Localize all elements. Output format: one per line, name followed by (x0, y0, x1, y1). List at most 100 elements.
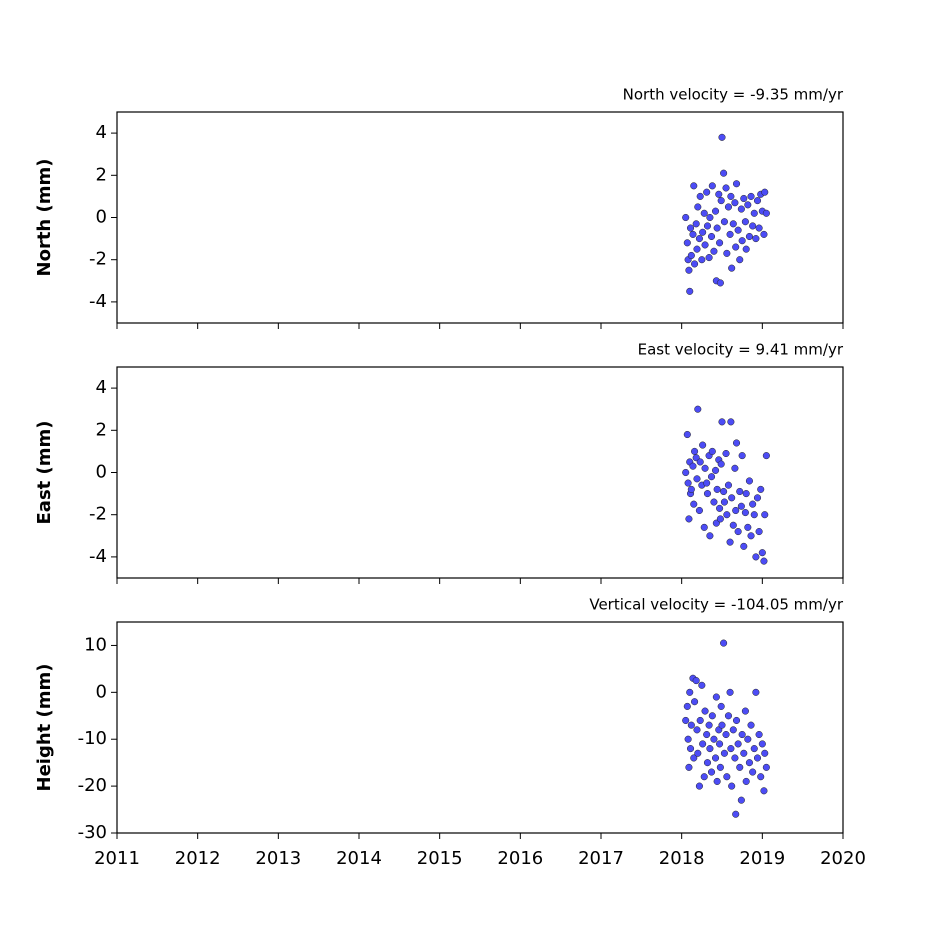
data-point (711, 207, 720, 215)
y-tick-label: -2 (89, 249, 107, 270)
data-point (694, 203, 702, 211)
y-tick-label: 0 (96, 462, 107, 483)
data-point (753, 494, 762, 502)
subplot: North velocity = -9.35 mm/yr North (mm) -4… (34, 86, 844, 329)
data-point (723, 511, 731, 519)
data-point (738, 237, 746, 245)
data-point (695, 782, 703, 790)
x-tick-label: 2011 (94, 848, 140, 869)
data-point (683, 239, 691, 247)
data-point (755, 224, 763, 232)
data-point (760, 230, 768, 238)
data-point (728, 494, 736, 502)
y-axis-label: East (mm) (34, 421, 55, 525)
data-point (698, 256, 706, 264)
data-point (687, 485, 695, 493)
y-axis-label: North (mm) (34, 159, 55, 277)
data-point (737, 502, 745, 510)
data-point (686, 224, 695, 232)
data-point (737, 796, 745, 804)
x-tick-label: 2020 (820, 848, 866, 869)
data-point (691, 447, 699, 455)
data-point (738, 730, 746, 739)
data-point (685, 266, 693, 274)
y-tick-label: 2 (96, 164, 107, 185)
data-point (695, 506, 703, 515)
data-point (716, 239, 724, 247)
data-point (713, 224, 721, 232)
data-point (715, 190, 723, 198)
data-point (750, 511, 758, 519)
data-point (729, 220, 737, 228)
data-point (742, 245, 750, 253)
data-point (727, 745, 735, 753)
data-point (731, 754, 739, 762)
data-point (708, 447, 716, 455)
data-point (736, 256, 744, 264)
data-point (720, 169, 728, 177)
data-point (728, 782, 736, 790)
data-point (722, 449, 730, 458)
data-point (726, 538, 734, 546)
data-point (690, 500, 698, 508)
data-point (718, 418, 726, 426)
data-point (734, 226, 742, 234)
data-point (761, 749, 769, 757)
subplot: East velocity = 9.41 mm/yr East (mm) -4 -2 0… (34, 341, 844, 584)
y-tick-label: -10 (78, 728, 107, 749)
data-point (728, 264, 736, 272)
data-point (745, 759, 753, 767)
data-point (693, 475, 701, 483)
data-point (711, 466, 720, 474)
data-point (753, 197, 762, 205)
data-point (690, 182, 698, 190)
data-point (724, 203, 733, 211)
data-point (761, 511, 769, 519)
y-tick-label: -20 (78, 775, 107, 796)
data-point (692, 220, 700, 228)
data-point (707, 768, 716, 776)
data-point (749, 222, 757, 230)
data-point (736, 763, 744, 771)
data-point (762, 452, 770, 460)
data-point (742, 777, 750, 785)
data-point (689, 462, 697, 470)
data-point (726, 688, 734, 696)
data-point (708, 712, 716, 720)
data-point (686, 688, 694, 696)
data-point (683, 702, 691, 710)
data-point (744, 735, 752, 743)
x-tick-label: 2012 (175, 848, 221, 869)
data-point (703, 222, 712, 230)
data-point (720, 749, 728, 757)
data-point (749, 500, 757, 508)
y-tick-label: -2 (89, 504, 107, 525)
data-point (716, 279, 724, 287)
y-axis-label: Height (mm) (34, 664, 55, 792)
data-point (717, 460, 725, 468)
data-point (736, 487, 744, 496)
data-point (720, 487, 728, 496)
data-point (682, 213, 690, 222)
data-point (720, 639, 728, 647)
data-point (716, 515, 724, 523)
x-tick-label: 2014 (336, 848, 382, 869)
subplot: Vertical velocity = -104.05 mm/yr Height … (34, 596, 866, 870)
data-point (711, 754, 720, 762)
y-tick-label: 0 (96, 681, 107, 702)
data-point (732, 180, 741, 188)
data-point (726, 230, 734, 238)
data-point (689, 230, 697, 238)
data-point (734, 740, 742, 748)
data-point (724, 481, 733, 489)
data-point (701, 707, 709, 715)
data-point (729, 521, 737, 529)
data-point (713, 485, 721, 493)
data-point (699, 740, 707, 748)
data-point (727, 192, 735, 200)
data-point (750, 209, 758, 217)
data-point (687, 251, 695, 260)
subplot-title: North velocity = -9.35 mm/yr (623, 86, 844, 104)
data-point (703, 730, 711, 739)
